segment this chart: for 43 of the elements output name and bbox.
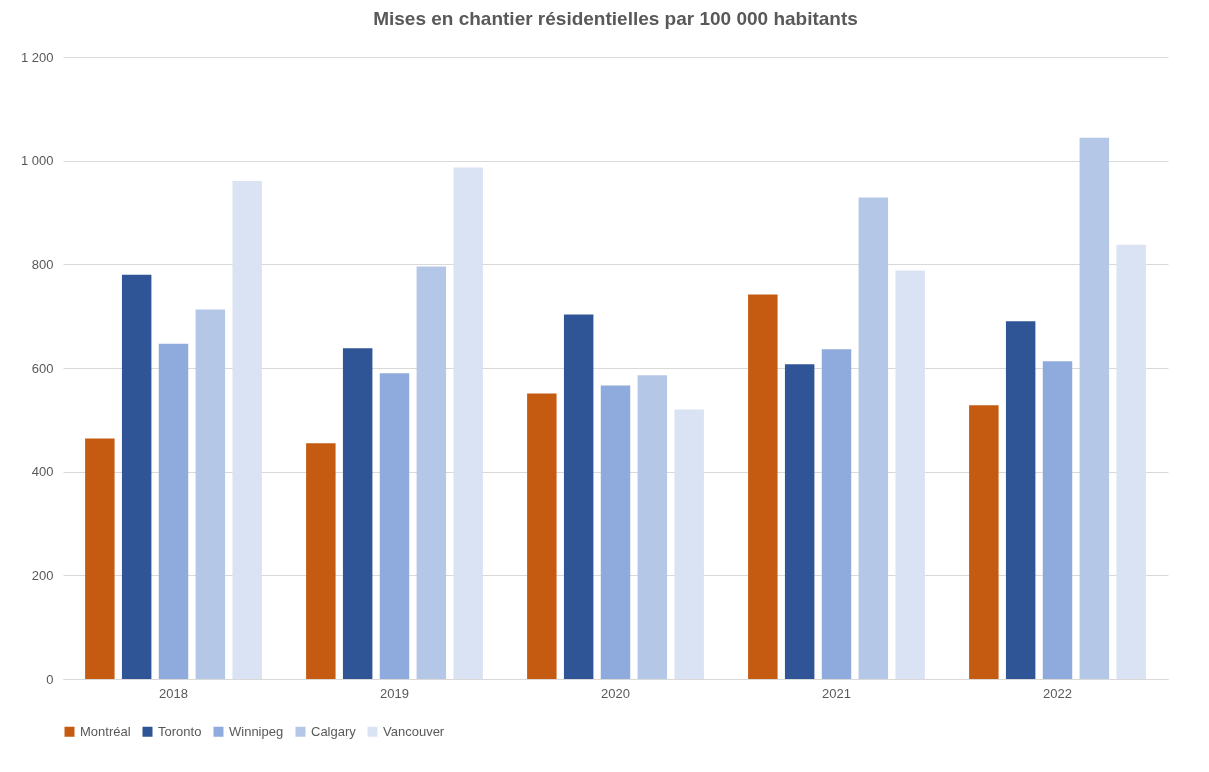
- legend-label: Vancouver: [383, 723, 445, 739]
- bar: [85, 438, 115, 679]
- bar: [821, 349, 852, 679]
- bar: [600, 385, 631, 679]
- bar: [527, 393, 557, 679]
- bar: [158, 343, 189, 679]
- legend-label: Montréal: [80, 723, 131, 739]
- bar: [858, 197, 889, 679]
- bar: [121, 274, 152, 679]
- x-tick-label: 2018: [159, 685, 188, 701]
- bar: [195, 309, 226, 679]
- x-tick-label: 2020: [601, 685, 630, 701]
- bar: [1005, 321, 1036, 679]
- legend-label: Winnipeg: [229, 723, 284, 739]
- bar: [453, 167, 483, 679]
- legend-label: Calgary: [311, 723, 357, 739]
- y-tick-label: 200: [31, 567, 54, 583]
- x-tick-label: 2019: [380, 685, 409, 701]
- bar: [1116, 244, 1146, 679]
- bar: [1079, 137, 1110, 679]
- bar: [784, 364, 815, 679]
- x-tick-label: 2022: [1043, 685, 1072, 701]
- y-tick-label: 400: [31, 464, 54, 480]
- bar: [637, 375, 668, 679]
- bar: [232, 180, 262, 679]
- y-tick-label: 800: [31, 256, 54, 272]
- y-tick-label: 0: [46, 671, 54, 687]
- bar: [748, 294, 778, 679]
- bar: [969, 405, 999, 679]
- y-tick-label: 600: [31, 360, 54, 376]
- x-tick-label: 2021: [822, 685, 851, 701]
- y-tick-label: 1 200: [20, 49, 54, 65]
- bar: [342, 348, 373, 679]
- chart-title: Mises en chantier résidentielles par 100 000 habitants: [373, 8, 858, 29]
- y-tick-label: 1 000: [20, 153, 54, 169]
- bar: [306, 443, 336, 679]
- bar: [379, 373, 410, 679]
- bar: [895, 270, 925, 679]
- legend-label: Toronto: [158, 723, 202, 739]
- bar: [1042, 361, 1073, 679]
- bar: [416, 266, 447, 679]
- bar: [563, 314, 594, 679]
- bar: [674, 409, 704, 679]
